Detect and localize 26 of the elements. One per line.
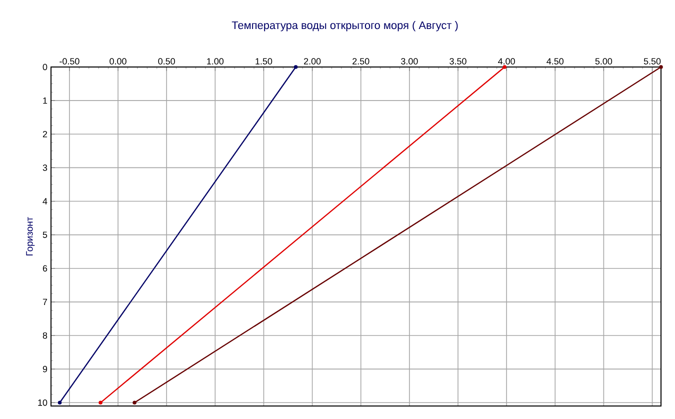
x-tick-label: 0.00 — [110, 58, 126, 64]
chart-title: Температура воды открытого моря ( Август ) — [232, 21, 458, 32]
y-tick-label: 1 — [43, 97, 48, 104]
y-tick-label: 7 — [42, 298, 48, 306]
x-tick-label: -0.50 — [60, 58, 80, 64]
x-tick-label: 2.00 — [304, 58, 321, 64]
y-tick-label: 2 — [42, 130, 48, 138]
y-tick-label: 0 — [42, 64, 48, 70]
x-tick-label: 1.00 — [207, 58, 224, 64]
y-tick-label: 10 — [38, 399, 48, 406]
x-tick-label: 3.00 — [401, 58, 418, 64]
x-tick-label: 2.50 — [352, 58, 370, 64]
x-tick-label: 1.50 — [256, 58, 272, 64]
x-tick-label: 5.50 — [644, 58, 661, 64]
x-tick-label: 3.50 — [450, 58, 466, 64]
x-tick-label: 5.00 — [595, 58, 612, 64]
y-tick-label: 3 — [42, 164, 48, 171]
y-tick-label: 5 — [42, 232, 48, 238]
y-tick-label: 8 — [42, 332, 48, 339]
y-axis-title: Горизонт — [26, 216, 35, 256]
y-tick-label: 9 — [42, 366, 48, 372]
y-tick-label: 4 — [42, 198, 48, 204]
y-tick-label: 6 — [42, 265, 48, 272]
x-tick-label: 4.50 — [546, 58, 564, 64]
x-tick-label: 4.00 — [498, 58, 515, 64]
x-tick-label: 0.50 — [158, 58, 175, 64]
